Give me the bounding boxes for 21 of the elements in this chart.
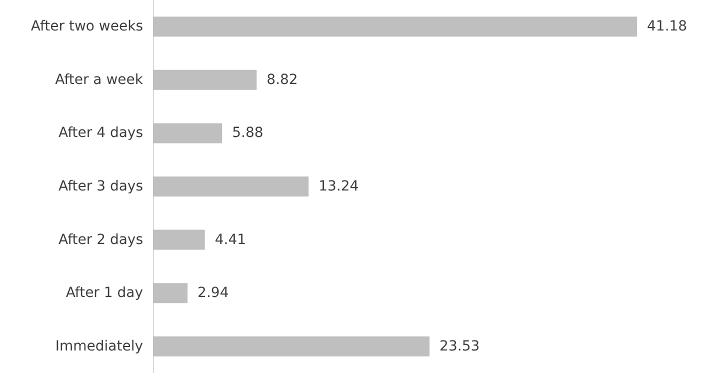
bar bbox=[153, 123, 222, 144]
data-label: 23.53 bbox=[440, 338, 480, 354]
y-tick-label: After two weeks bbox=[30, 18, 143, 35]
data-label: 8.82 bbox=[266, 72, 298, 88]
y-tick-label: After 2 days bbox=[58, 232, 143, 248]
bar bbox=[153, 70, 257, 90]
bar bbox=[153, 283, 188, 304]
data-label: 41.18 bbox=[647, 18, 688, 35]
bar bbox=[153, 336, 430, 356]
bar bbox=[153, 16, 637, 37]
data-label: 4.41 bbox=[214, 232, 246, 248]
y-tick-label: After 1 day bbox=[66, 285, 143, 302]
data-label: 5.88 bbox=[232, 125, 264, 142]
y-tick-label: Immediately bbox=[55, 338, 143, 354]
data-label: 13.24 bbox=[318, 178, 359, 194]
bar bbox=[153, 176, 309, 196]
y-tick-label: After a week bbox=[55, 72, 144, 88]
y-tick-label: After 3 days bbox=[58, 178, 143, 194]
y-tick-label: After 4 days bbox=[58, 125, 143, 142]
bar bbox=[153, 230, 205, 250]
data-label: 2.94 bbox=[198, 285, 229, 302]
